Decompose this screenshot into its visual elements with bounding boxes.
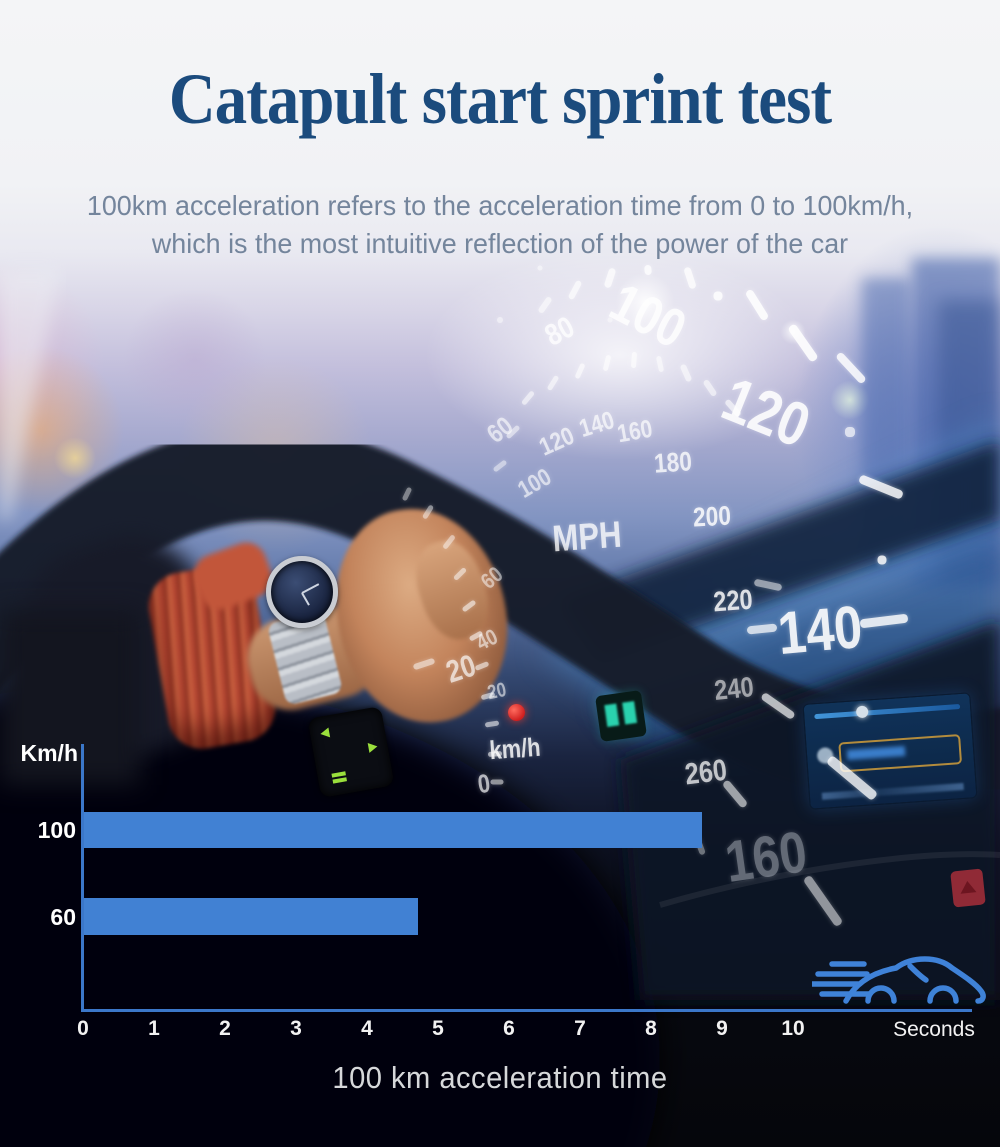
- chart-title: 100 km acceleration time: [332, 1060, 668, 1095]
- category-label: 100: [37, 817, 76, 843]
- page-title: Catapult start sprint test: [168, 59, 832, 139]
- x-tick-label: 10: [781, 1017, 805, 1040]
- x-tick-label: 4: [361, 1017, 373, 1040]
- y-axis-unit-label: Km/h: [20, 740, 79, 766]
- dial-tick-mark: [607, 317, 613, 323]
- x-tick-label: 3: [290, 1017, 302, 1040]
- y-axis-line: [81, 744, 84, 1012]
- indicator-light: [508, 704, 525, 721]
- dial-tick-mark: [845, 427, 855, 437]
- speeding-car-icon: [812, 956, 986, 1004]
- dial-tick-mark: [713, 291, 723, 301]
- driver-jacket-shadow: [0, 610, 140, 785]
- windshield-pillar: [0, 270, 60, 520]
- subtitle-line-1: 100km acceleration refers to the acceler…: [86, 190, 914, 221]
- x-axis-line: [81, 1009, 972, 1012]
- x-tick-label: 5: [432, 1017, 444, 1040]
- x-axis-unit-label: Seconds: [893, 1018, 975, 1041]
- x-tick-label: 0: [77, 1017, 89, 1040]
- dial-tick-mark: [877, 555, 887, 565]
- x-tick-label: 2: [219, 1017, 231, 1040]
- bar-60kmh: [84, 898, 418, 935]
- dashboard-groove: [659, 851, 1000, 908]
- bar-100kmh: [84, 812, 702, 848]
- watch-face: [266, 556, 338, 628]
- x-tick-label: 6: [503, 1017, 515, 1040]
- x-tick-label: 1: [148, 1017, 160, 1040]
- x-tick-label: 7: [574, 1017, 586, 1040]
- dial-tick-mark: [490, 779, 504, 785]
- category-label: 60: [50, 903, 76, 930]
- x-tick-label: 9: [716, 1017, 728, 1040]
- subtitle-line-2: which is the most intuitive reflection o…: [151, 228, 849, 259]
- dial-tick-mark: [497, 317, 503, 323]
- x-tick-label: 8: [645, 1017, 657, 1040]
- dial-tick-mark: [537, 265, 543, 271]
